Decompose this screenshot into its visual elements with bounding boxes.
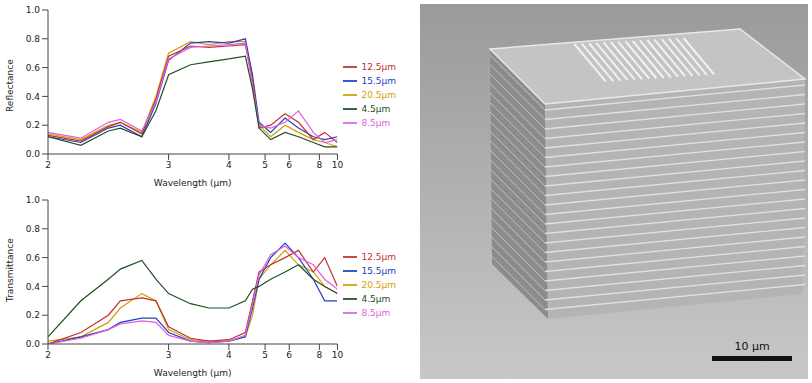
svg-text:8: 8	[316, 350, 322, 360]
html-text:4.5μm: 4.5μm	[361, 293, 391, 304]
svg-text:Reflectance: Reflectance	[5, 59, 15, 112]
svg-text:Wavelength (μm): Wavelength (μm)	[154, 368, 232, 378]
html-text:12.5μm: 12.5μm	[361, 61, 396, 72]
svg-text:0.0: 0.0	[26, 149, 41, 159]
svg-text:10 μm: 10 μm	[734, 340, 769, 353]
svg-text:2: 2	[45, 160, 51, 170]
svg-text:8: 8	[316, 160, 322, 170]
svg-text:Wavelength (μm): Wavelength (μm)	[154, 178, 232, 188]
html-text:4.5μm: 4.5μm	[361, 103, 391, 114]
html-text:20.5μm: 20.5μm	[361, 89, 396, 100]
svg-text:0.4: 0.4	[26, 282, 41, 292]
html-text:15.5μm: 15.5μm	[361, 75, 396, 86]
svg-text:3: 3	[166, 350, 172, 360]
svg-text:10: 10	[332, 160, 344, 170]
svg-text:Transmittance: Transmittance	[5, 238, 15, 303]
svg-text:6: 6	[286, 160, 292, 170]
svg-text:0.8: 0.8	[26, 34, 41, 44]
svg-text:1.0: 1.0	[26, 5, 41, 15]
svg-text:0.6: 0.6	[26, 253, 41, 263]
svg-text:6: 6	[286, 350, 292, 360]
svg-text:0.0: 0.0	[26, 339, 41, 349]
html-text:20.5μm: 20.5μm	[361, 279, 396, 290]
svg-text:0.2: 0.2	[26, 120, 40, 130]
svg-text:5: 5	[262, 160, 268, 170]
html-text:8.5μm: 8.5μm	[361, 307, 391, 318]
svg-text:0.4: 0.4	[26, 92, 41, 102]
html-text:15.5μm: 15.5μm	[361, 265, 396, 276]
svg-text:2: 2	[45, 350, 51, 360]
svg-text:10: 10	[332, 350, 344, 360]
svg-text:5: 5	[262, 350, 268, 360]
svg-text:0.6: 0.6	[26, 63, 41, 73]
svg-text:4: 4	[226, 350, 232, 360]
html-text:8.5μm: 8.5μm	[361, 117, 391, 128]
html-text:12.5μm: 12.5μm	[361, 251, 396, 262]
svg-text:3: 3	[166, 160, 172, 170]
svg-text:0.2: 0.2	[26, 310, 40, 320]
svg-text:1.0: 1.0	[26, 195, 41, 205]
svg-text:4: 4	[226, 160, 232, 170]
svg-text:0.8: 0.8	[26, 224, 41, 234]
